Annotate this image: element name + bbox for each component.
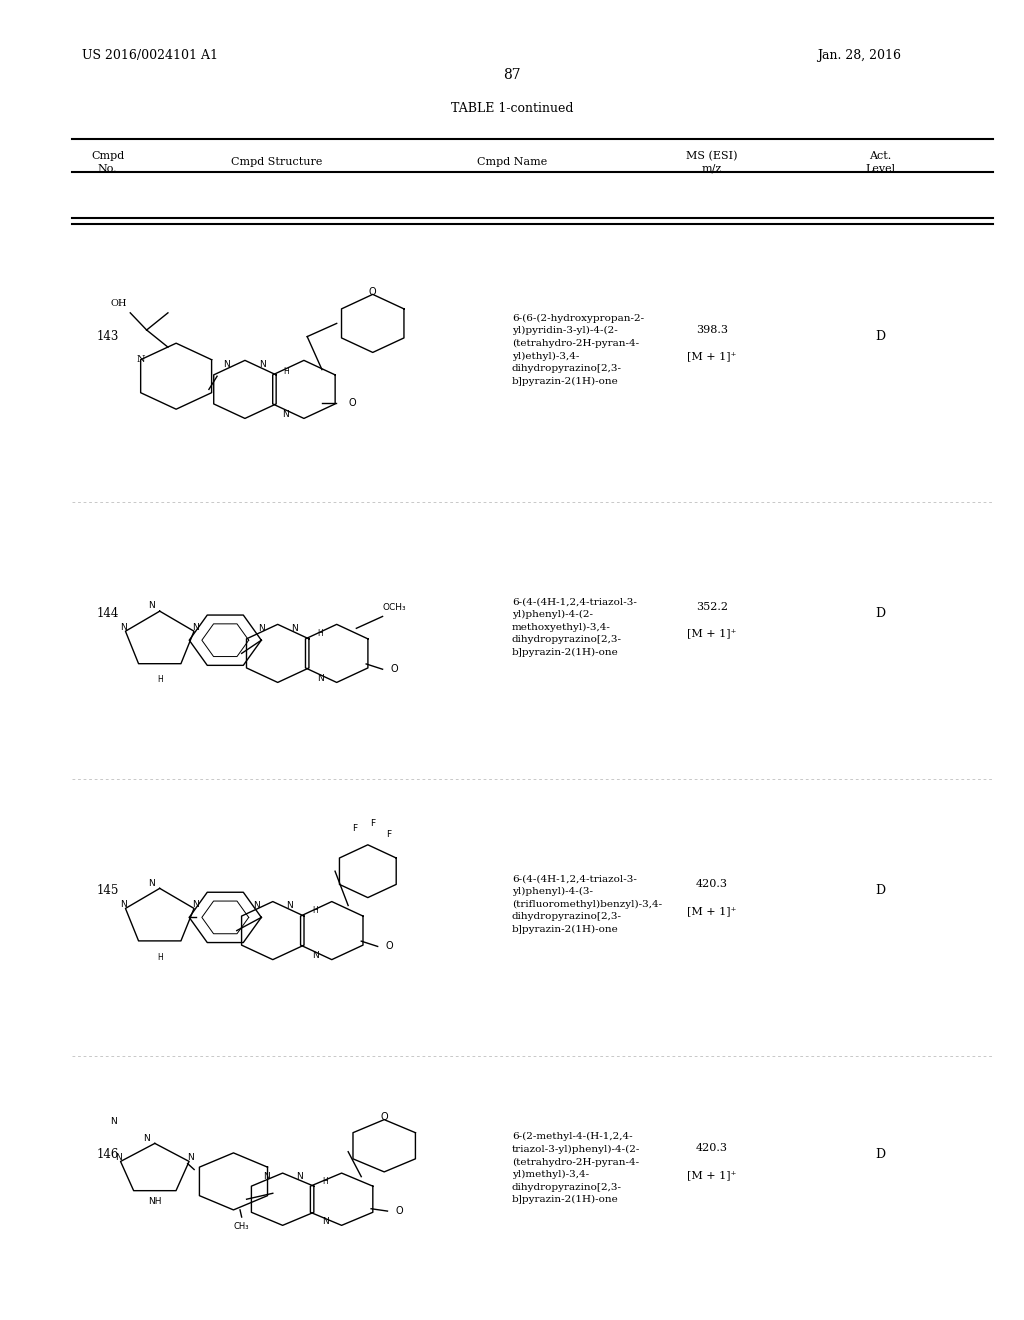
Text: N: N [258, 624, 264, 632]
Text: D: D [876, 607, 886, 620]
Text: Jan. 28, 2016: Jan. 28, 2016 [817, 49, 901, 62]
Text: N: N [121, 623, 127, 631]
Text: 6-(2-methyl-4-(H-1,2,4-
triazol-3-yl)phenyl)-4-(2-
(tetrahydro-2H-pyran-4-
yl)me: 6-(2-methyl-4-(H-1,2,4- triazol-3-yl)phe… [512, 1133, 640, 1204]
Text: [M + 1]⁺: [M + 1]⁺ [687, 1170, 736, 1180]
Text: N: N [148, 602, 155, 610]
Text: O: O [349, 397, 356, 408]
Text: O: O [380, 1113, 388, 1122]
Text: F: F [370, 820, 376, 828]
Text: 145: 145 [96, 884, 119, 898]
Text: TABLE 1-continued: TABLE 1-continued [451, 102, 573, 115]
Text: N: N [136, 355, 145, 364]
Text: H: H [283, 367, 289, 376]
Text: OCH₃: OCH₃ [382, 603, 406, 611]
Text: D: D [876, 884, 886, 898]
Text: 6-(4-(4H-1,2,4-triazol-3-
yl)phenyl)-4-(3-
(trifluoromethyl)benzyl)-3,4-
dihydro: 6-(4-(4H-1,2,4-triazol-3- yl)phenyl)-4-(… [512, 874, 663, 935]
Text: N: N [286, 902, 293, 909]
Text: No.: No. [97, 164, 118, 174]
Text: N: N [116, 1154, 122, 1162]
Text: MS (ESI): MS (ESI) [686, 150, 737, 161]
Text: 143: 143 [96, 330, 119, 343]
Text: [M + 1]⁺: [M + 1]⁺ [687, 906, 736, 916]
Text: 144: 144 [96, 607, 119, 620]
Text: Cmpd Structure: Cmpd Structure [230, 157, 323, 168]
Text: F: F [352, 825, 357, 833]
Text: 420.3: 420.3 [695, 1143, 728, 1154]
Text: N: N [193, 623, 199, 631]
Text: N: N [317, 675, 324, 682]
Text: 420.3: 420.3 [695, 879, 728, 890]
Text: OH: OH [111, 300, 127, 308]
Text: m/z: m/z [701, 164, 722, 174]
Text: H: H [312, 907, 318, 915]
Text: Cmpd Name: Cmpd Name [477, 157, 547, 168]
Text: N: N [187, 1154, 195, 1162]
Text: D: D [876, 1148, 886, 1162]
Text: H: H [157, 953, 163, 961]
Text: N: N [312, 952, 318, 960]
Text: 352.2: 352.2 [695, 602, 728, 612]
Text: N: N [263, 1172, 269, 1181]
Text: N: N [193, 900, 199, 908]
Text: 6-(4-(4H-1,2,4-triazol-3-
yl)phenyl)-4-(2-
methoxyethyl)-3,4-
dihydropyrazino[2,: 6-(4-(4H-1,2,4-triazol-3- yl)phenyl)-4-(… [512, 597, 637, 657]
Text: N: N [260, 360, 266, 370]
Text: H: H [323, 1177, 328, 1185]
Text: N: N [111, 1118, 117, 1126]
Text: [M + 1]⁺: [M + 1]⁺ [687, 351, 736, 362]
Text: 146: 146 [96, 1148, 119, 1162]
Text: Cmpd: Cmpd [91, 150, 124, 161]
Text: F: F [386, 830, 392, 838]
Text: US 2016/0024101 A1: US 2016/0024101 A1 [82, 49, 218, 62]
Text: O: O [385, 941, 393, 952]
Text: H: H [157, 676, 163, 684]
Text: [M + 1]⁺: [M + 1]⁺ [687, 628, 736, 639]
Text: O: O [395, 1206, 402, 1216]
Text: 6-(6-(2-hydroxypropan-2-
yl)pyridin-3-yl)-4-(2-
(tetrahydro-2H-pyran-4-
yl)ethyl: 6-(6-(2-hydroxypropan-2- yl)pyridin-3-yl… [512, 314, 644, 385]
Text: N: N [223, 360, 230, 370]
Text: 87: 87 [503, 69, 521, 82]
Text: O: O [390, 664, 398, 675]
Text: N: N [148, 879, 155, 887]
Text: Act.: Act. [869, 150, 892, 161]
Text: N: N [291, 624, 297, 632]
Text: N: N [253, 902, 260, 909]
Text: N: N [283, 409, 289, 418]
Text: 398.3: 398.3 [695, 325, 728, 335]
Text: O: O [369, 286, 377, 297]
Text: NH: NH [148, 1197, 162, 1206]
Text: N: N [143, 1134, 150, 1143]
Text: D: D [876, 330, 886, 343]
Text: CH₃: CH₃ [233, 1222, 250, 1232]
Text: N: N [296, 1172, 302, 1181]
Text: Level: Level [865, 164, 896, 174]
Text: H: H [317, 630, 324, 638]
Text: N: N [121, 900, 127, 908]
Text: N: N [322, 1217, 329, 1226]
